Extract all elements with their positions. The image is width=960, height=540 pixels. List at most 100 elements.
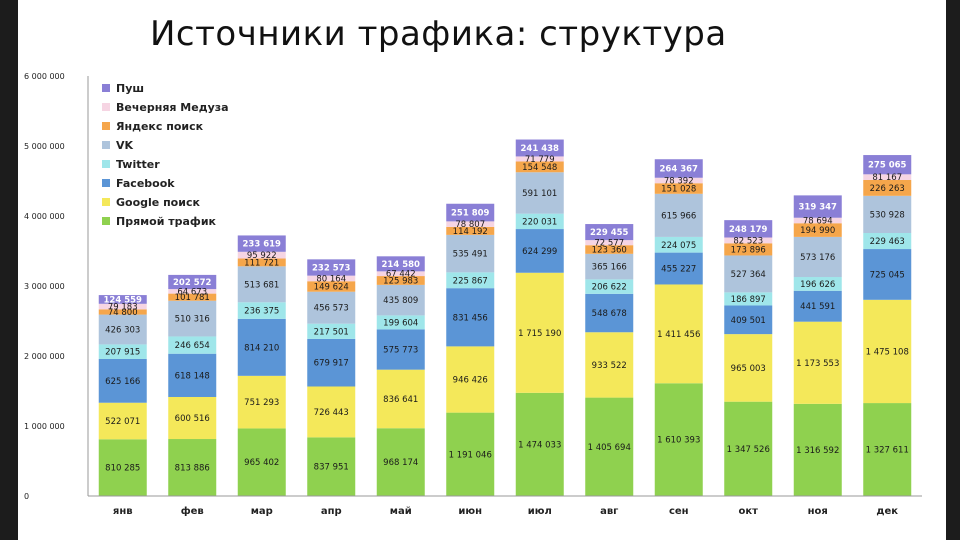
data-label: 965 003 bbox=[731, 364, 766, 374]
data-label: 224 075 bbox=[661, 241, 696, 251]
bar-segment bbox=[515, 156, 564, 162]
bar-segment bbox=[237, 375, 286, 429]
bar-segment bbox=[307, 437, 356, 496]
data-label: 226 263 bbox=[870, 184, 905, 194]
bar-segment bbox=[307, 281, 356, 292]
x-tick-label: дек bbox=[876, 506, 898, 517]
data-label: 124 559 bbox=[104, 295, 143, 305]
data-label: 1 316 592 bbox=[796, 446, 839, 456]
legend-entry: Яндекс поиск bbox=[116, 120, 204, 133]
data-label: 725 045 bbox=[870, 270, 905, 280]
legend-swatch bbox=[102, 217, 110, 225]
bar-segment bbox=[515, 213, 564, 230]
data-label: 456 573 bbox=[314, 304, 349, 314]
bar-segment bbox=[793, 217, 842, 224]
bar-segment bbox=[515, 229, 564, 273]
legend-entry: Facebook bbox=[116, 177, 175, 190]
bar-segment bbox=[376, 369, 425, 429]
data-label: 78 807 bbox=[455, 220, 485, 230]
data-label: 1 405 694 bbox=[588, 443, 631, 453]
data-label: 154 548 bbox=[522, 163, 557, 173]
data-label: 530 928 bbox=[870, 210, 905, 220]
data-label: 229 463 bbox=[870, 237, 905, 247]
legend-entry: Twitter bbox=[116, 158, 160, 171]
data-label: 527 364 bbox=[731, 270, 766, 280]
bar-segment bbox=[307, 386, 356, 438]
data-label: 435 809 bbox=[383, 296, 418, 306]
bar-segment bbox=[585, 245, 634, 254]
data-label: 123 360 bbox=[592, 246, 627, 256]
x-tick-label: апр bbox=[321, 506, 342, 517]
bar-segment bbox=[863, 249, 912, 300]
bar-segment bbox=[863, 232, 912, 250]
data-label: 510 316 bbox=[175, 315, 210, 325]
data-label: 513 681 bbox=[244, 280, 279, 290]
x-tick-label: май bbox=[390, 506, 412, 517]
bar-segment bbox=[98, 344, 147, 359]
data-label: 248 179 bbox=[729, 225, 768, 235]
data-label: 67 442 bbox=[386, 270, 416, 280]
data-label: 933 522 bbox=[592, 361, 627, 371]
data-label: 624 299 bbox=[522, 247, 557, 257]
data-label: 74 800 bbox=[108, 308, 138, 318]
bar-segment bbox=[654, 183, 703, 194]
data-label: 251 809 bbox=[451, 209, 490, 219]
bar-segment bbox=[376, 271, 425, 277]
right-frame bbox=[946, 0, 960, 540]
bar-segment bbox=[793, 236, 842, 278]
data-label: 194 990 bbox=[800, 226, 835, 236]
data-label: 101 781 bbox=[175, 293, 210, 303]
data-label: 275 065 bbox=[868, 161, 907, 171]
bar-segment bbox=[585, 397, 634, 496]
legend-entry: Google поиск bbox=[116, 196, 200, 209]
data-label: 202 572 bbox=[173, 278, 212, 288]
bar-segment bbox=[237, 258, 286, 267]
bar-segment bbox=[168, 274, 217, 290]
data-label: 186 897 bbox=[731, 295, 766, 305]
data-label: 149 624 bbox=[314, 282, 349, 292]
bar-segment bbox=[515, 392, 564, 496]
data-label: 95 922 bbox=[247, 251, 277, 261]
bar-segment bbox=[654, 252, 703, 285]
bar-segment bbox=[724, 334, 773, 402]
legend-swatch bbox=[102, 122, 110, 130]
bar-segment bbox=[724, 255, 773, 293]
data-label: 455 227 bbox=[661, 265, 696, 275]
data-label: 114 192 bbox=[453, 227, 488, 237]
data-label: 79 183 bbox=[108, 303, 138, 313]
x-tick-label: янв bbox=[113, 506, 133, 517]
data-label: 814 210 bbox=[244, 343, 279, 353]
data-label: 78 392 bbox=[664, 176, 694, 186]
bar-segment bbox=[863, 403, 912, 496]
bar-segment bbox=[724, 220, 773, 238]
data-label: 575 773 bbox=[383, 346, 418, 356]
bar-segment bbox=[654, 159, 703, 178]
bar-segment bbox=[168, 300, 217, 337]
bar-segment bbox=[376, 284, 425, 316]
bar-segment bbox=[376, 428, 425, 496]
x-tick-label: сен bbox=[669, 506, 689, 517]
data-label: 64 673 bbox=[177, 287, 207, 297]
bar-segment bbox=[307, 338, 356, 387]
legend-swatch bbox=[102, 141, 110, 149]
data-label: 751 293 bbox=[244, 398, 279, 408]
data-label: 264 367 bbox=[660, 164, 699, 174]
data-label: 81 167 bbox=[872, 173, 902, 183]
x-tick-label: июл bbox=[528, 506, 552, 517]
bar-segment bbox=[863, 155, 912, 175]
legend-entry: Вечерняя Медуза bbox=[116, 101, 229, 114]
bar-segment bbox=[446, 226, 495, 235]
data-label: 173 896 bbox=[731, 245, 766, 255]
bar-segment bbox=[515, 161, 564, 173]
data-label: 225 867 bbox=[453, 276, 488, 286]
data-label: 837 951 bbox=[314, 463, 349, 473]
bar-segment bbox=[793, 403, 842, 496]
bar-segment bbox=[863, 174, 912, 180]
data-label: 679 917 bbox=[314, 359, 349, 369]
data-label: 1 173 553 bbox=[796, 359, 839, 369]
bar-segment bbox=[168, 336, 217, 354]
data-label: 946 426 bbox=[453, 376, 488, 386]
data-label: 968 174 bbox=[383, 458, 418, 468]
x-tick-label: июн bbox=[458, 506, 482, 517]
bar-segment bbox=[307, 323, 356, 339]
